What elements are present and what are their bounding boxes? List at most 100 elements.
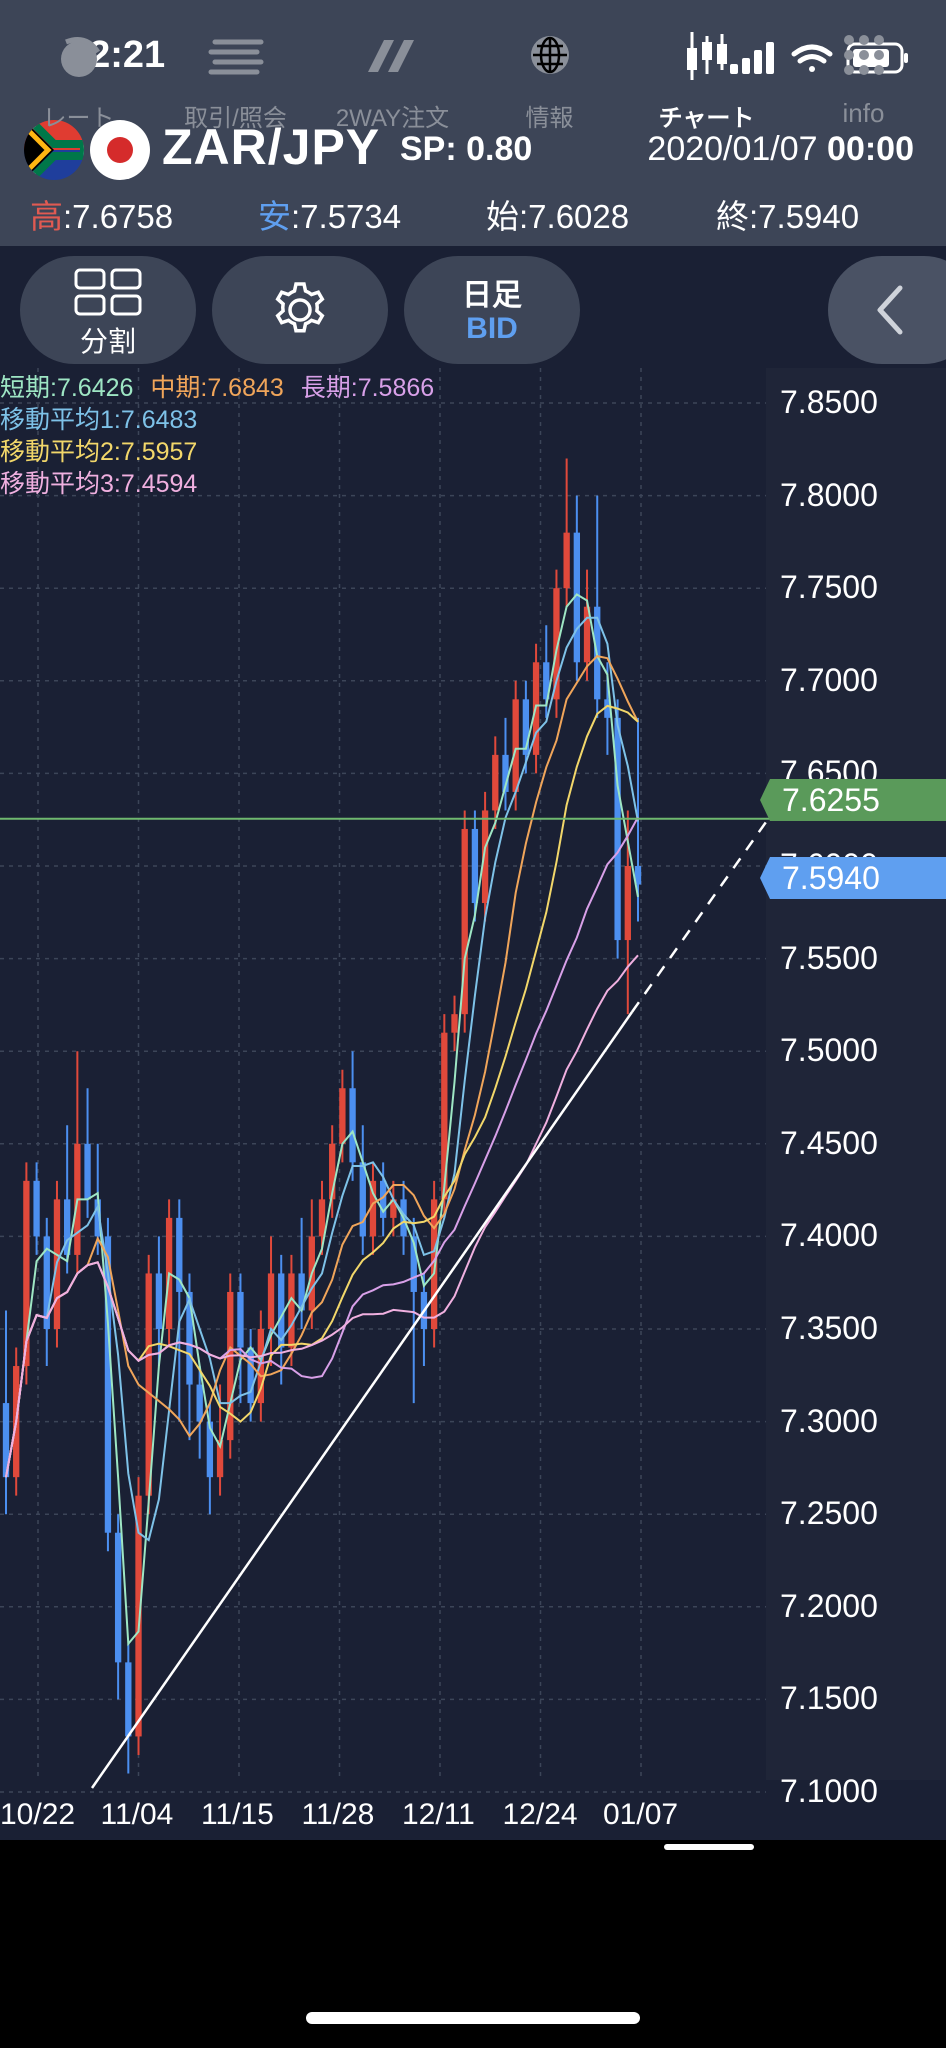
long-term-line: [5, 816, 639, 1478]
candle-body: [329, 1143, 336, 1200]
y-tick-label: 7.8500: [780, 384, 878, 420]
legend-ma2: 移動平均2:7.5957: [0, 438, 198, 466]
split-button[interactable]: 分割: [20, 256, 196, 364]
x-tick-label: 11/15: [201, 1798, 274, 1831]
candle-body: [298, 1273, 305, 1311]
ohlc-high: 高:7.6758: [30, 190, 173, 238]
chart-icon: [687, 32, 727, 80]
candle-body: [461, 828, 468, 1015]
candle-body: [339, 1088, 346, 1144]
y-tick-label: 7.1000: [780, 1773, 878, 1809]
japan-flag-icon: [90, 120, 150, 180]
y-tick-label: 7.3000: [780, 1402, 878, 1439]
candle-body: [492, 754, 499, 811]
candle-body: [543, 662, 550, 700]
candle-body: [227, 1291, 234, 1441]
candle-body: [634, 866, 642, 885]
spread: SP: 0.80: [400, 130, 533, 168]
candle-body: [410, 1236, 417, 1292]
y-tick-label: 7.4500: [780, 1124, 878, 1161]
indicator-legend: 短期:7.6426 中期:7.6843 長期:7.5866 移動平均1:7.64…: [0, 372, 444, 500]
candle-datetime: 2020/01/07 00:00: [647, 130, 914, 169]
candle-body: [481, 810, 489, 904]
trend-line: [90, 1011, 634, 1789]
candle-body: [430, 1199, 438, 1329]
candle-body: [502, 754, 509, 792]
grid-icon: [844, 35, 884, 75]
x-tick-label: 11/04: [100, 1798, 174, 1831]
candle-body: [318, 1199, 326, 1237]
candle-body: [553, 588, 560, 700]
tab-label: レート: [42, 105, 115, 132]
candle-body: [359, 1162, 366, 1237]
tab-rate[interactable]: レート: [0, 20, 157, 132]
open-label: 始: [486, 198, 519, 235]
candle-body: [257, 1329, 264, 1404]
candle-body: [104, 1236, 112, 1533]
ma1-line: [5, 616, 639, 1542]
x-tick-label: 12/24: [502, 1798, 578, 1831]
chevron-left-icon: [877, 285, 903, 335]
ohlc-close: 終:7.5940: [716, 190, 859, 238]
y-tick-label: 7.5500: [780, 939, 878, 976]
candle-body: [145, 1273, 152, 1496]
tab-2way-order[interactable]: 2WAY注文: [314, 20, 471, 132]
candle-body: [349, 1088, 356, 1163]
candle-body: [206, 1421, 214, 1478]
legend-short: 短期:7.6426: [0, 374, 134, 402]
wifi-icon: [791, 44, 833, 72]
candle-body: [94, 1199, 101, 1237]
candle-body: [471, 828, 479, 904]
candle-body: [135, 1495, 142, 1737]
candle-body: [522, 699, 530, 755]
tab-info-menu[interactable]: info: [785, 20, 942, 130]
pair-row: ZAR/JPY SP: 0.80 2020/01/07 00:00: [0, 110, 946, 190]
candle-body: [604, 699, 611, 718]
short-term-line: [5, 593, 639, 1647]
low-label: 安: [258, 198, 291, 235]
rate-icon: [61, 37, 101, 77]
candle-body: [216, 1440, 224, 1478]
tab-label: 2WAY注文: [335, 105, 450, 132]
blue-tag-pointer: [760, 857, 770, 899]
candle-body: [278, 1273, 285, 1348]
candle-body: [369, 1180, 377, 1237]
legend-long: 長期:7.5866: [300, 374, 435, 402]
candle-body: [237, 1291, 244, 1348]
gear-icon: [275, 282, 325, 333]
timeframe-button[interactable]: 日足 BID: [404, 256, 580, 364]
y-axis-panel: [766, 368, 946, 1780]
y-tick-label: 7.7000: [780, 661, 878, 698]
settings-button[interactable]: [212, 256, 388, 364]
ohlc-open: 始:7.6028: [486, 190, 629, 238]
tab-info-news[interactable]: 情報: [471, 20, 628, 132]
high-value: :7.6758: [63, 198, 174, 235]
trend-line-extension: [630, 821, 768, 1013]
close-value: :7.5940: [749, 198, 860, 235]
candle-body: [563, 532, 570, 589]
candlestick-chart[interactable]: [0, 246, 946, 1840]
legend-ma1: 移動平均1:7.6483: [0, 406, 198, 434]
candle-body: [380, 1180, 387, 1218]
candle-body: [441, 1032, 448, 1200]
candle-date: 2020/01/07: [647, 130, 818, 168]
signal-icon: [730, 42, 774, 74]
candle-body: [451, 1014, 458, 1033]
ohlc-low: 安:7.5734: [258, 190, 401, 238]
timeframe-label: 日足: [462, 279, 522, 312]
candle-body: [614, 717, 621, 941]
y-tick-label: 7.4000: [780, 1217, 878, 1254]
x-tick-label: 10/22: [0, 1798, 76, 1831]
collapse-button[interactable]: [828, 256, 946, 364]
candle-body: [125, 1662, 132, 1737]
tab-chart[interactable]: チャート: [628, 20, 785, 132]
legend-row-1: 短期:7.6426 中期:7.6843 長期:7.5866: [0, 372, 444, 404]
candle-body: [247, 1347, 254, 1404]
tab-label: 情報: [525, 105, 574, 132]
tab-trade[interactable]: 取引/照会: [157, 20, 314, 132]
candle-body: [573, 532, 580, 663]
split-grid-icon: [74, 268, 142, 316]
trade-icon: [208, 39, 264, 75]
currency-pair[interactable]: ZAR/JPY: [162, 119, 381, 175]
ohlc-row: 高:7.6758 安:7.5734 始:7.6028 終:7.5940: [0, 190, 946, 240]
